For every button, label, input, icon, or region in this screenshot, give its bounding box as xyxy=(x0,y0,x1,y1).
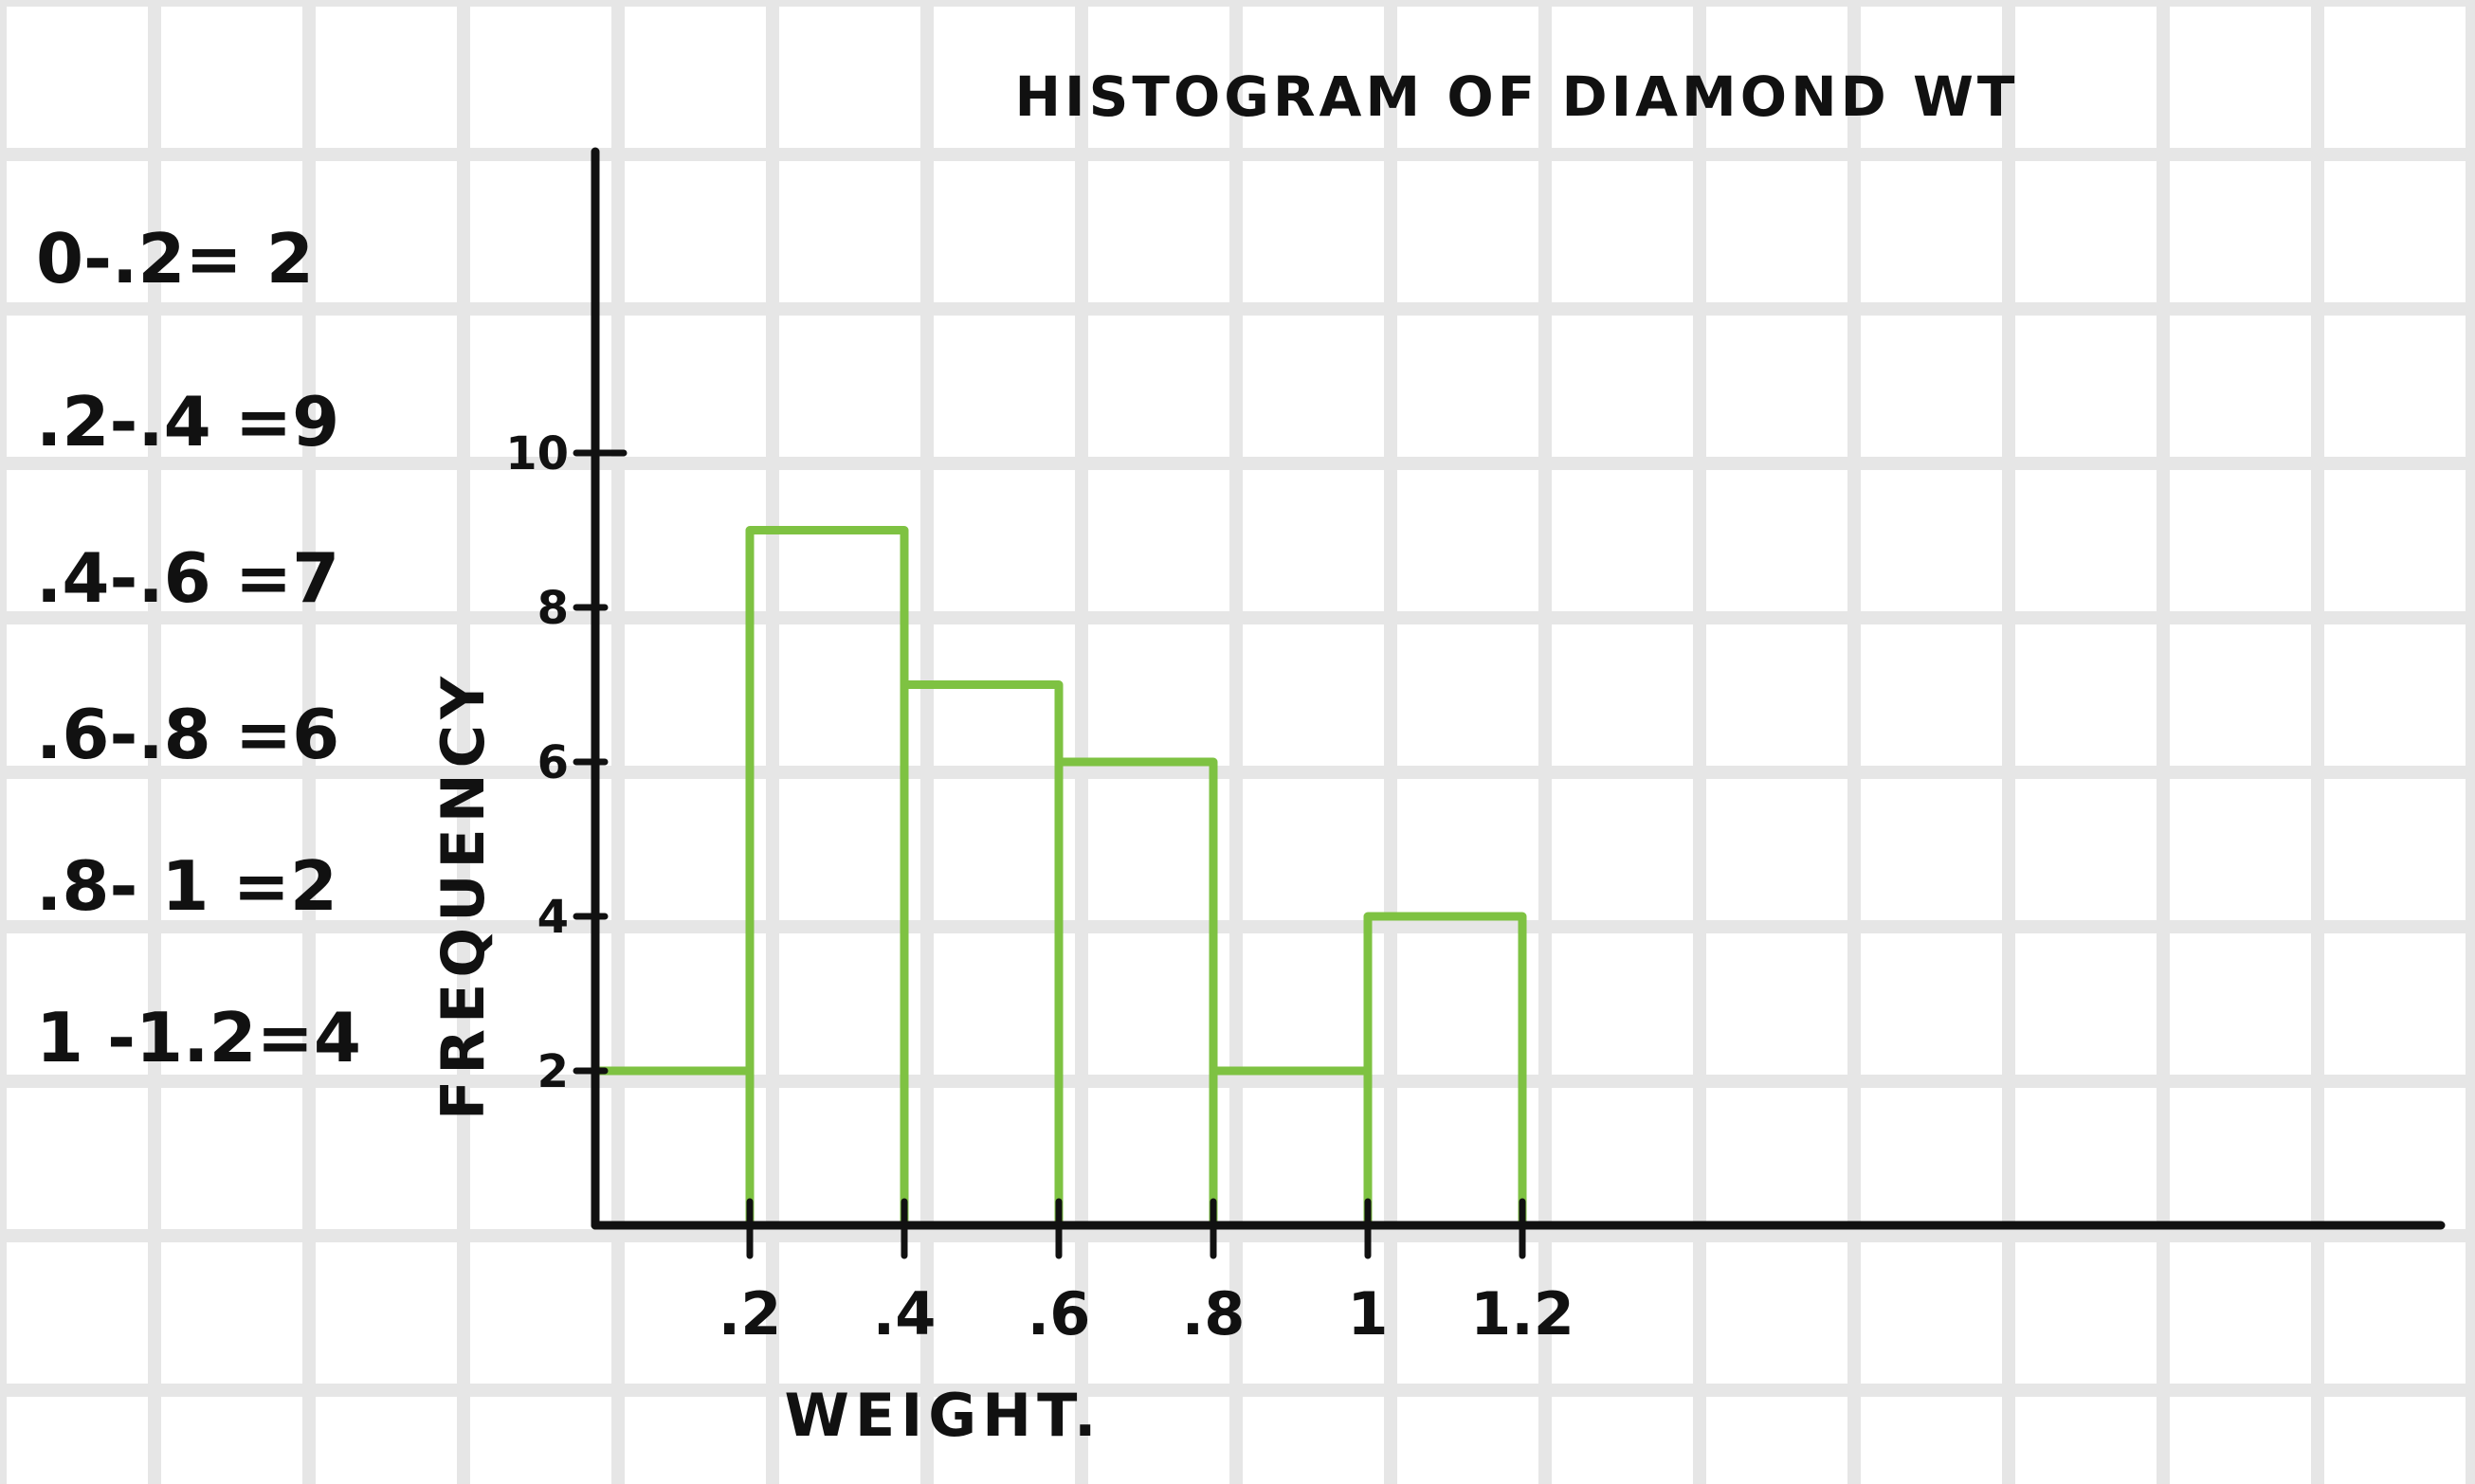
histogram-bar xyxy=(745,526,909,1230)
y-axis-label: FREQUENCY xyxy=(428,671,498,1120)
x-tick-label: .8 xyxy=(1182,1279,1246,1348)
chart-title: HISTOGRAM OF DIAMOND WT xyxy=(1015,64,2019,129)
histogram-bars xyxy=(591,526,1527,1230)
histogram-bar xyxy=(1209,1066,1373,1230)
y-ticks: 2 4 6 8 10 xyxy=(505,427,628,1098)
frequency-table: 0-.2= 2 .2-.4 =9 .4-.6 =7 .6-.8 =6 .8- 1 =2 1… xyxy=(36,219,361,1077)
x-tick-label: .6 xyxy=(1028,1279,1091,1348)
histogram-bar xyxy=(1363,912,1527,1230)
x-tick-label: 1.2 xyxy=(1470,1279,1574,1348)
x-tick-label: .2 xyxy=(719,1279,782,1348)
histogram-bar xyxy=(900,680,1064,1230)
x-axis-label: WEIGHT. xyxy=(784,1381,1101,1450)
y-tick-label: 2 xyxy=(537,1045,569,1098)
frequency-table-row: .2-.4 =9 xyxy=(36,382,339,461)
y-tick-label: 8 xyxy=(537,582,569,635)
y-tick-label: 6 xyxy=(537,736,569,789)
y-tick-label: 4 xyxy=(537,891,569,944)
x-ticks: .2 .4 .6 .8 1 1.2 xyxy=(719,1198,1574,1348)
x-tick-label: .4 xyxy=(873,1279,937,1348)
frequency-table-row: 0-.2= 2 xyxy=(36,219,314,299)
histogram-bar xyxy=(1054,757,1218,1230)
histogram-bar xyxy=(591,1066,755,1230)
frequency-table-row: .6-.8 =6 xyxy=(36,695,339,774)
x-tick-label: 1 xyxy=(1347,1279,1388,1348)
frequency-table-row: .8- 1 =2 xyxy=(36,846,337,926)
frequency-table-row: .4-.6 =7 xyxy=(36,538,339,618)
y-tick-label: 10 xyxy=(505,427,569,480)
frequency-table-row: 1 -1.2=4 xyxy=(36,998,361,1077)
